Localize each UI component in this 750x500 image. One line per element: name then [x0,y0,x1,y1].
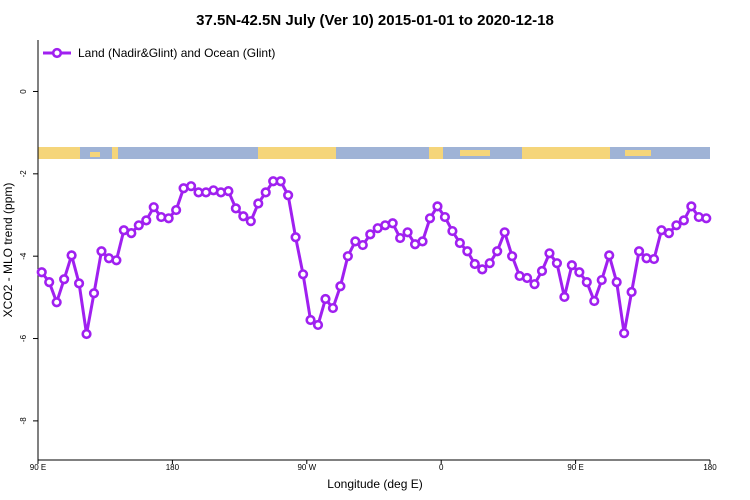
data-point [633,246,645,257]
data-point [260,187,271,198]
data-point [253,198,264,209]
data-point [275,176,286,187]
data-point [402,227,413,238]
data-point [223,186,234,197]
data-point [283,190,294,201]
data-point [686,201,697,212]
y-tick-label: -2 [19,170,28,178]
data-point [36,267,47,278]
data-point [469,258,480,270]
data-point [678,215,689,226]
data-point [335,281,346,292]
data-point [297,269,309,280]
data-point [230,203,241,214]
data-point [574,267,585,278]
data-point [589,295,600,307]
data-point [238,211,249,222]
data-point [342,251,353,262]
data-point [604,250,615,261]
data-point [424,213,436,224]
data-point [529,279,540,290]
data-point [671,220,682,231]
data-point [141,215,152,226]
data-point [701,213,712,224]
data-point [663,228,675,239]
data-point [499,227,510,238]
x-tick-label: 90 W [297,463,316,472]
data-point [559,291,570,303]
data-point [566,260,577,271]
data-point [111,255,122,266]
x-tick-label: 0 [439,463,444,472]
y-tick-label: -6 [19,334,28,342]
data-point [417,236,428,247]
data-point [51,297,62,308]
chart-title: 37.5N-42.5N July (Ver 10) 2015-01-01 to … [196,12,554,29]
data-point [350,236,361,247]
data-point [447,225,458,237]
data-point [521,272,533,284]
data-point [507,251,518,262]
data-point [484,258,495,269]
data-point [432,201,443,212]
data-point [611,277,622,288]
data-point [88,288,100,299]
map-strip [38,147,710,159]
data-point [96,246,107,257]
x-tick-label: 90 E [30,463,46,472]
data-point [290,232,301,243]
data-point [536,265,548,277]
x-tick-label: 180 [166,463,180,472]
y-tick-label: -4 [19,252,28,260]
legend-label: Land (Nadir&Glint) and Ocean (Glint) [78,46,275,60]
data-point [454,237,465,249]
data-point [551,258,563,269]
data-point [126,228,137,239]
data-point [185,181,197,192]
data-point [171,204,182,216]
data-point [148,202,159,213]
data-point [365,229,376,240]
data-point [544,248,555,259]
x-axis-label: Longitude (deg E) [327,477,422,491]
x-tick-label: 90 E [567,463,583,472]
data-point [163,213,174,224]
y-tick-label: 0 [19,89,28,94]
data-point [44,277,55,288]
data-point [245,216,256,227]
data-point [477,264,488,275]
data-point [596,274,607,286]
data-point [648,253,660,265]
data-point [81,328,92,340]
y-tick-label: -8 [19,417,28,425]
data-point [462,246,473,257]
data-point [619,328,630,339]
data-point [492,246,503,257]
data-point [73,278,85,289]
data-point [320,293,331,305]
data-point [327,302,339,314]
data-point [357,239,368,251]
data-point [395,232,406,244]
data-point [66,250,77,261]
data-point [581,277,592,288]
data-point [387,218,398,229]
legend-marker [51,47,63,59]
data-point [305,314,316,326]
data-point [626,286,637,298]
data-point [312,319,324,331]
data-point [59,274,70,285]
data-point [133,220,144,231]
y-axis-label: XCO2 - MLO trend (ppm) [1,183,15,318]
data-point [439,211,451,223]
x-tick-label: 180 [703,463,717,472]
